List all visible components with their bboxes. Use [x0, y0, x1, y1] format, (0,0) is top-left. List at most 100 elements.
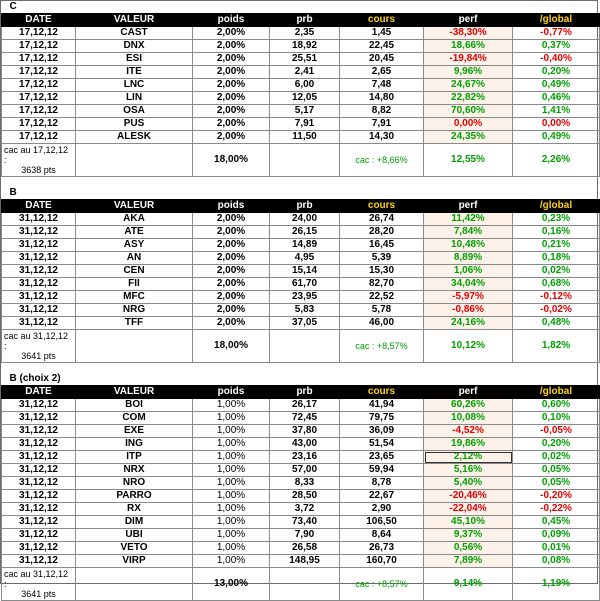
perf-cell[interactable]: 24,16% [423, 316, 514, 330]
valeur-cell[interactable]: VETO [74, 541, 194, 555]
perf-cell[interactable]: 5,16% [423, 463, 514, 477]
perf-cell[interactable]: -4,52% [423, 424, 514, 438]
perf-cell[interactable]: -38,30% [423, 26, 514, 40]
poids-cell[interactable]: 2,00% [192, 264, 271, 278]
prb-cell[interactable]: 72,45 [269, 411, 341, 425]
valeur-cell[interactable]: RX [74, 502, 194, 516]
cours-header[interactable]: cours [339, 13, 425, 27]
perf-cell[interactable]: 5,40% [423, 476, 514, 490]
prb-cell[interactable]: 23,16 [269, 450, 341, 464]
date-cell[interactable]: 31,12,12 [1, 515, 76, 529]
empty-cell[interactable] [424, 373, 513, 386]
valeur-cell[interactable]: ING [74, 437, 194, 451]
perf-cell[interactable]: -20,46% [423, 489, 514, 503]
global-cell[interactable]: 0,37% [512, 39, 600, 53]
date-cell[interactable]: 31,12,12 [1, 528, 76, 542]
cours-cell[interactable]: 106,50 [339, 515, 425, 529]
prb-cell[interactable]: 26,17 [269, 398, 341, 412]
cours-cell[interactable]: 15,30 [339, 264, 425, 278]
date-cell[interactable]: 17,12,12 [1, 117, 76, 131]
total-poids-cell[interactable]: 13,00% [192, 567, 271, 601]
global-cell[interactable]: 0,18% [512, 251, 600, 265]
date-cell[interactable]: 31,12,12 [1, 251, 76, 265]
perf-cell[interactable]: 60,26% [423, 398, 514, 412]
cours-cell[interactable]: 51,54 [339, 437, 425, 451]
date-cell[interactable]: 17,12,12 [1, 91, 76, 105]
perf-cell[interactable]: 22,82% [423, 91, 514, 105]
cac-perf-cell[interactable]: cac : +8,57% [339, 567, 425, 601]
total-global-cell[interactable]: 1,19% [512, 567, 600, 601]
prb-cell[interactable]: 73,40 [269, 515, 341, 529]
total-perf-cell[interactable]: 12,55% [423, 143, 514, 177]
empty-cell[interactable] [270, 373, 340, 386]
date-cell[interactable]: 31,12,12 [1, 502, 76, 516]
valeur-cell[interactable]: CAST [74, 26, 194, 40]
date-cell[interactable]: 31,12,12 [1, 554, 76, 568]
perf-cell[interactable]: 9,37% [423, 528, 514, 542]
global-header[interactable]: /global [512, 199, 600, 213]
date-cell[interactable]: 31,12,12 [1, 450, 76, 464]
valeur-cell[interactable]: CEN [74, 264, 194, 278]
cours-cell[interactable]: 23,65 [339, 450, 425, 464]
perf-cell[interactable]: 19,86% [423, 437, 514, 451]
global-cell[interactable]: 0,20% [512, 437, 600, 451]
prb-cell[interactable]: 26,58 [269, 541, 341, 555]
date-cell[interactable]: 31,12,12 [1, 264, 76, 278]
empty-cell[interactable] [270, 1, 340, 14]
valeur-cell[interactable]: LNC [74, 78, 194, 92]
date-header[interactable]: DATE [1, 385, 76, 399]
poids-cell[interactable]: 1,00% [192, 476, 271, 490]
total-perf-cell[interactable]: 9,14% [423, 567, 514, 601]
valeur-cell[interactable]: COM [74, 411, 194, 425]
valeur-cell[interactable]: DIM [74, 515, 194, 529]
valeur-cell[interactable]: EXE [74, 424, 194, 438]
prb-cell[interactable]: 23,95 [269, 290, 341, 304]
prb-cell[interactable]: 12,05 [269, 91, 341, 105]
perf-cell[interactable]: 18,66% [423, 39, 514, 53]
poids-cell[interactable]: 2,00% [192, 212, 271, 226]
empty-cell[interactable] [513, 187, 600, 200]
perf-header[interactable]: perf [423, 199, 514, 213]
empty-cell[interactable] [193, 1, 270, 14]
date-cell[interactable]: 17,12,12 [1, 52, 76, 66]
cours-header[interactable]: cours [339, 199, 425, 213]
global-cell[interactable]: 0,46% [512, 91, 600, 105]
valeur-cell[interactable]: AKA [74, 212, 194, 226]
poids-cell[interactable]: 1,00% [192, 463, 271, 477]
global-cell[interactable]: -0,77% [512, 26, 600, 40]
prb-cell[interactable]: 7,90 [269, 528, 341, 542]
poids-cell[interactable]: 2,00% [192, 238, 271, 252]
prb-cell[interactable]: 18,92 [269, 39, 341, 53]
cours-cell[interactable]: 26,73 [339, 541, 425, 555]
perf-cell[interactable]: -19,84% [423, 52, 514, 66]
perf-cell[interactable]: 0,00% [423, 117, 514, 131]
global-cell[interactable]: 0,60% [512, 398, 600, 412]
valeur-cell[interactable]: ITE [74, 65, 194, 79]
global-header[interactable]: /global [512, 385, 600, 399]
cours-cell[interactable]: 26,74 [339, 212, 425, 226]
poids-cell[interactable]: 2,00% [192, 52, 271, 66]
valeur-header[interactable]: VALEUR [74, 13, 194, 27]
date-cell[interactable]: 17,12,12 [1, 26, 76, 40]
poids-cell[interactable]: 2,00% [192, 225, 271, 239]
date-cell[interactable]: 31,12,12 [1, 316, 76, 330]
cac-perf-cell[interactable]: cac : +8,57% [339, 329, 425, 363]
cours-cell[interactable]: 46,00 [339, 316, 425, 330]
empty-cell[interactable] [270, 187, 340, 200]
cours-cell[interactable]: 7,91 [339, 117, 425, 131]
poids-cell[interactable]: 1,00% [192, 554, 271, 568]
cours-cell[interactable]: 5,78 [339, 303, 425, 317]
empty-cell[interactable] [74, 567, 194, 601]
total-global-cell[interactable]: 2,26% [512, 143, 600, 177]
poids-cell[interactable]: 1,00% [192, 450, 271, 464]
valeur-cell[interactable]: BOI [74, 398, 194, 412]
prb-cell[interactable]: 4,95 [269, 251, 341, 265]
prb-cell[interactable]: 7,91 [269, 117, 341, 131]
cours-cell[interactable]: 1,45 [339, 26, 425, 40]
date-header[interactable]: DATE [1, 13, 76, 27]
perf-cell[interactable]: 34,04% [423, 277, 514, 291]
valeur-header[interactable]: VALEUR [74, 199, 194, 213]
poids-cell[interactable]: 2,00% [192, 117, 271, 131]
global-cell[interactable]: 0,00% [512, 117, 600, 131]
prb-cell[interactable]: 5,17 [269, 104, 341, 118]
